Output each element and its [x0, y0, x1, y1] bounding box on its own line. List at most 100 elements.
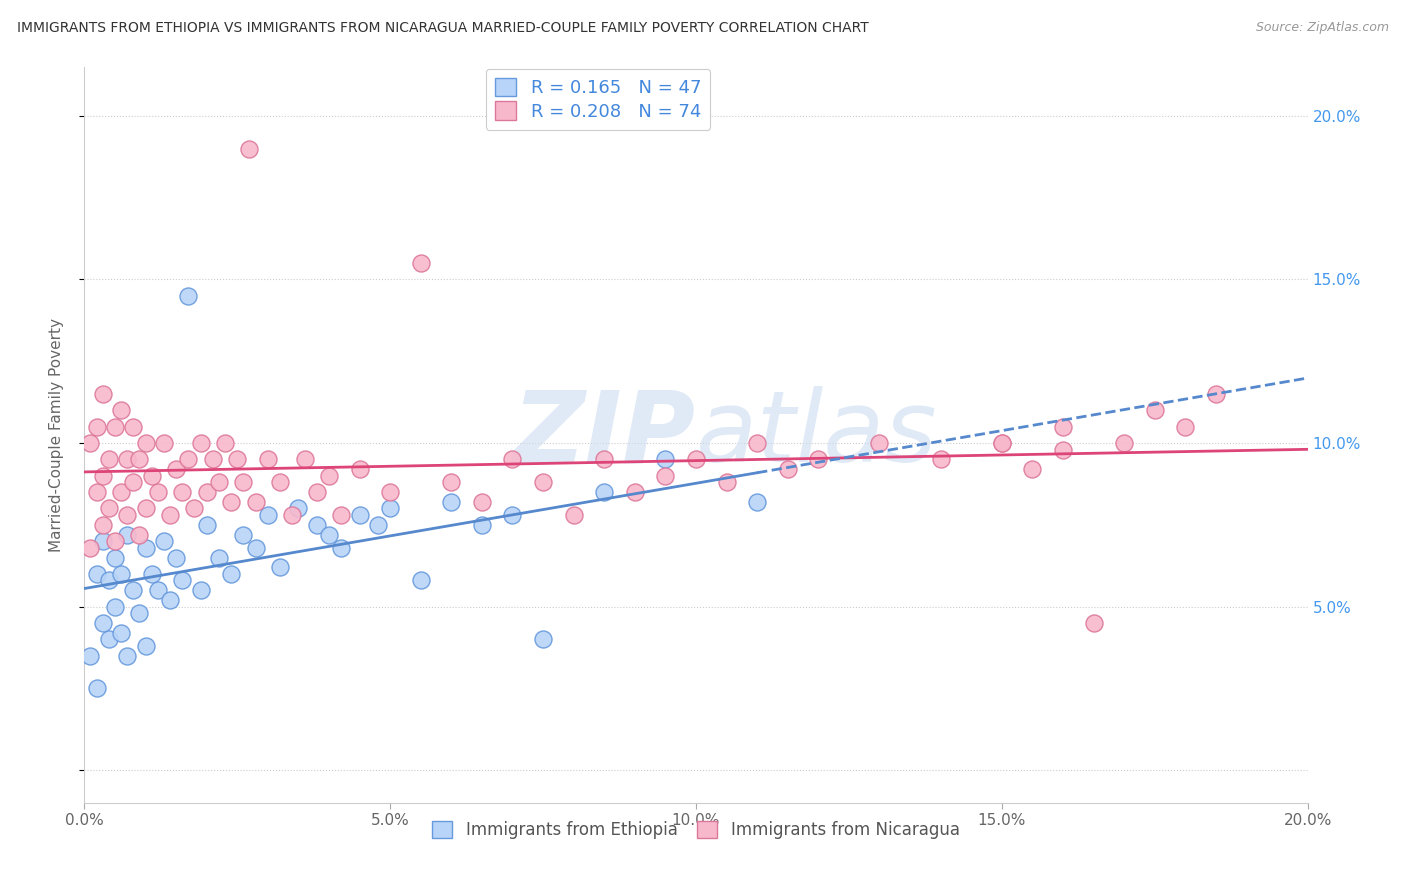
Point	[1052, 419, 1074, 434]
Point	[807, 452, 830, 467]
Point	[869, 436, 891, 450]
Point	[86, 566, 108, 581]
Point	[153, 534, 176, 549]
Point	[97, 501, 120, 516]
Point	[91, 517, 114, 532]
Point	[86, 681, 108, 696]
Point	[128, 452, 150, 467]
Point	[409, 574, 432, 588]
Point	[177, 452, 200, 467]
Point	[110, 566, 132, 581]
Point	[318, 527, 340, 541]
Point	[195, 485, 218, 500]
Point	[159, 508, 181, 522]
Point	[177, 289, 200, 303]
Point	[593, 485, 616, 500]
Point	[654, 468, 676, 483]
Point	[104, 534, 127, 549]
Point	[122, 583, 145, 598]
Point	[1205, 387, 1227, 401]
Point	[135, 436, 157, 450]
Point	[330, 541, 353, 555]
Point	[654, 452, 676, 467]
Point	[1021, 462, 1043, 476]
Point	[135, 639, 157, 653]
Point	[531, 475, 554, 490]
Point	[135, 541, 157, 555]
Point	[232, 527, 254, 541]
Point	[86, 485, 108, 500]
Point	[128, 606, 150, 620]
Point	[97, 632, 120, 647]
Point	[991, 436, 1014, 450]
Point	[208, 475, 231, 490]
Point	[269, 475, 291, 490]
Point	[115, 508, 138, 522]
Text: atlas: atlas	[696, 386, 938, 483]
Point	[1174, 419, 1197, 434]
Point	[135, 501, 157, 516]
Point	[1083, 615, 1105, 630]
Point	[104, 419, 127, 434]
Point	[440, 475, 463, 490]
Point	[115, 452, 138, 467]
Point	[190, 436, 212, 450]
Point	[91, 387, 114, 401]
Point	[226, 452, 249, 467]
Text: ZIP: ZIP	[513, 386, 696, 483]
Point	[685, 452, 707, 467]
Point	[183, 501, 205, 516]
Point	[104, 599, 127, 614]
Point	[79, 436, 101, 450]
Point	[294, 452, 316, 467]
Point	[281, 508, 304, 522]
Text: IMMIGRANTS FROM ETHIOPIA VS IMMIGRANTS FROM NICARAGUA MARRIED-COUPLE FAMILY POVE: IMMIGRANTS FROM ETHIOPIA VS IMMIGRANTS F…	[17, 21, 869, 35]
Point	[318, 468, 340, 483]
Point	[624, 485, 647, 500]
Point	[257, 508, 280, 522]
Point	[238, 142, 260, 156]
Point	[153, 436, 176, 450]
Point	[128, 527, 150, 541]
Point	[104, 550, 127, 565]
Point	[380, 501, 402, 516]
Point	[146, 583, 169, 598]
Point	[115, 527, 138, 541]
Point	[172, 485, 194, 500]
Point	[91, 468, 114, 483]
Point	[165, 462, 187, 476]
Point	[110, 625, 132, 640]
Point	[562, 508, 585, 522]
Point	[349, 462, 371, 476]
Point	[269, 560, 291, 574]
Point	[79, 541, 101, 555]
Point	[245, 541, 267, 555]
Point	[159, 593, 181, 607]
Point	[471, 517, 494, 532]
Legend: Immigrants from Ethiopia, Immigrants from Nicaragua: Immigrants from Ethiopia, Immigrants fro…	[423, 813, 969, 847]
Point	[747, 495, 769, 509]
Point	[531, 632, 554, 647]
Point	[219, 566, 242, 581]
Text: Source: ZipAtlas.com: Source: ZipAtlas.com	[1256, 21, 1389, 34]
Point	[440, 495, 463, 509]
Point	[471, 495, 494, 509]
Point	[110, 403, 132, 417]
Point	[97, 452, 120, 467]
Point	[195, 517, 218, 532]
Point	[79, 648, 101, 663]
Point	[146, 485, 169, 500]
Point	[245, 495, 267, 509]
Y-axis label: Married-Couple Family Poverty: Married-Couple Family Poverty	[49, 318, 63, 552]
Point	[330, 508, 353, 522]
Point	[349, 508, 371, 522]
Point	[991, 436, 1014, 450]
Point	[122, 475, 145, 490]
Point	[97, 574, 120, 588]
Point	[380, 485, 402, 500]
Point	[1052, 442, 1074, 457]
Point	[367, 517, 389, 532]
Point	[287, 501, 309, 516]
Point	[141, 468, 163, 483]
Point	[208, 550, 231, 565]
